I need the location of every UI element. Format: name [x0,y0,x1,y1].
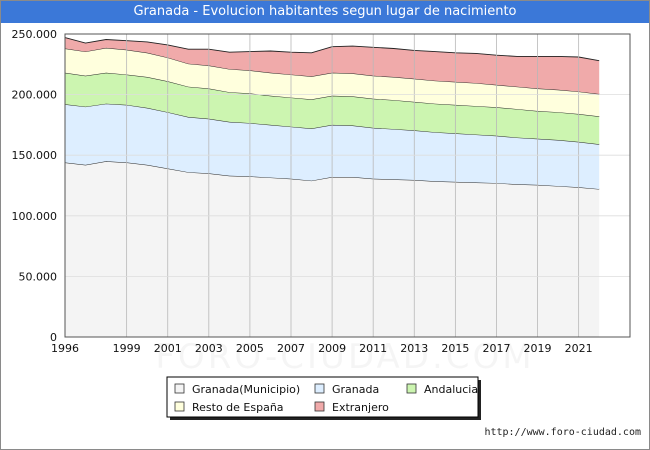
legend-label: Resto de España [192,401,284,414]
legend-label: Granada(Municipio) [192,383,300,396]
x-tick-label: 2001 [154,342,182,355]
x-tick-label: 2021 [565,342,593,355]
plot-border [64,33,631,338]
x-tick-label: 2009 [318,342,346,355]
x-tick-label: 2005 [236,342,264,355]
grid-lines [64,33,631,338]
x-tick-label: 1999 [113,342,141,355]
x-tick-label: 2017 [482,342,510,355]
x-tick-label: 2013 [400,342,428,355]
legend-label: Andalucia [424,383,478,396]
x-tick-label: 2019 [524,342,552,355]
x-tick-label: 2007 [277,342,305,355]
x-tick-label: 2011 [359,342,387,355]
legend-swatch [406,383,417,394]
legend-swatch [174,383,185,394]
y-tick-label: 100.000 [12,210,58,223]
legend: Granada(Municipio) Granada Andalucia Resto … [166,376,481,420]
y-tick-label: 50.000 [19,270,58,283]
chart-title: Granada - Evolucion habitantes segun lug… [1,1,649,23]
watermark: FORO-CIUDAD.COM [155,337,534,377]
legend-label: Extranjero [332,401,389,414]
y-tick-label: 200.000 [12,89,58,102]
y-axis: 0 50.000 100.000 150.000 200.000 250.000 [12,28,58,344]
legend-label: Granada [332,383,379,396]
legend-swatch [314,383,325,394]
legend-swatch [314,401,325,412]
y-tick-label: 0 [50,331,57,344]
y-tick-label: 250.000 [12,28,58,41]
x-tick-label: 2015 [441,342,469,355]
source-footer: http://www.foro-ciudad.com [484,427,641,438]
x-tick-label: 1996 [51,342,79,355]
legend-swatch [174,401,185,412]
y-tick-label: 150.000 [12,149,58,162]
x-axis: 1996 1999 2001 2003 2005 2007 2009 2011 2013 2015… [51,342,593,355]
x-tick-label: 2003 [195,342,223,355]
